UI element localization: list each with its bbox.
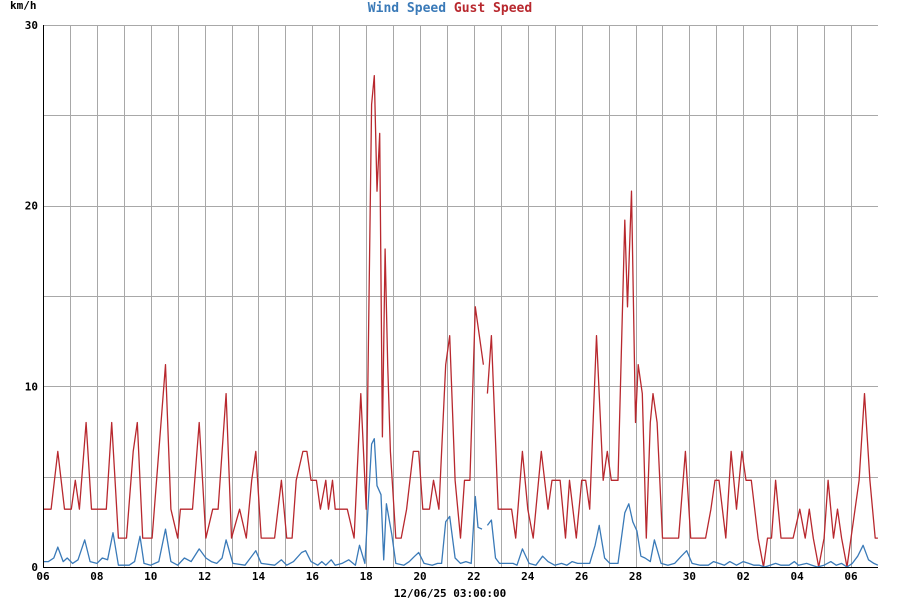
title-wind-speed: Wind Speed [368,1,446,16]
x-tick-label: 18 [360,570,373,583]
series-layer [43,74,879,568]
x-tick-label: 10 [144,570,157,583]
series-line [486,190,878,568]
x-tick-label: 02 [737,570,750,583]
x-tick-label: 16 [306,570,320,583]
x-tick-label: 20 [413,570,426,583]
x-axis-timestamp: 12/06/25 03:00:00 [394,587,507,600]
series-line [43,74,485,539]
x-tick-label: 06 [36,570,50,583]
x-tick-label: 12 [198,570,211,583]
series-wind-speed [43,438,879,568]
series-gust-speed [43,74,878,568]
grid [43,25,878,567]
y-tick-label: 0 [31,561,38,574]
x-tick-label: 24 [521,570,535,583]
y-tick-labels: 0 10 20 30 [25,19,38,574]
x-tick-label: 04 [791,570,805,583]
title-gust-speed: Gust Speed [454,1,532,16]
x-tick-label: 28 [629,570,642,583]
axes [43,25,878,568]
series-line [43,438,483,566]
y-tick-label: 30 [25,19,38,32]
x-tick-label: 26 [575,570,589,583]
x-tick-label: 22 [467,570,480,583]
y-tick-label: 20 [25,200,38,213]
y-tick-label: 10 [25,380,38,393]
x-tick-label: 08 [90,570,103,583]
x-tick-label: 30 [683,570,696,583]
series-line [486,503,879,568]
x-tick-label: 14 [252,570,266,583]
y-axis-unit-label: km/h [10,0,37,12]
x-tick-label: 06 [844,570,858,583]
x-tick-labels: 06 08 10 12 14 16 18 20 22 24 26 28 30 02 04 06 [36,570,858,583]
chart-title: Wind Speed Gust Speed [368,1,532,16]
